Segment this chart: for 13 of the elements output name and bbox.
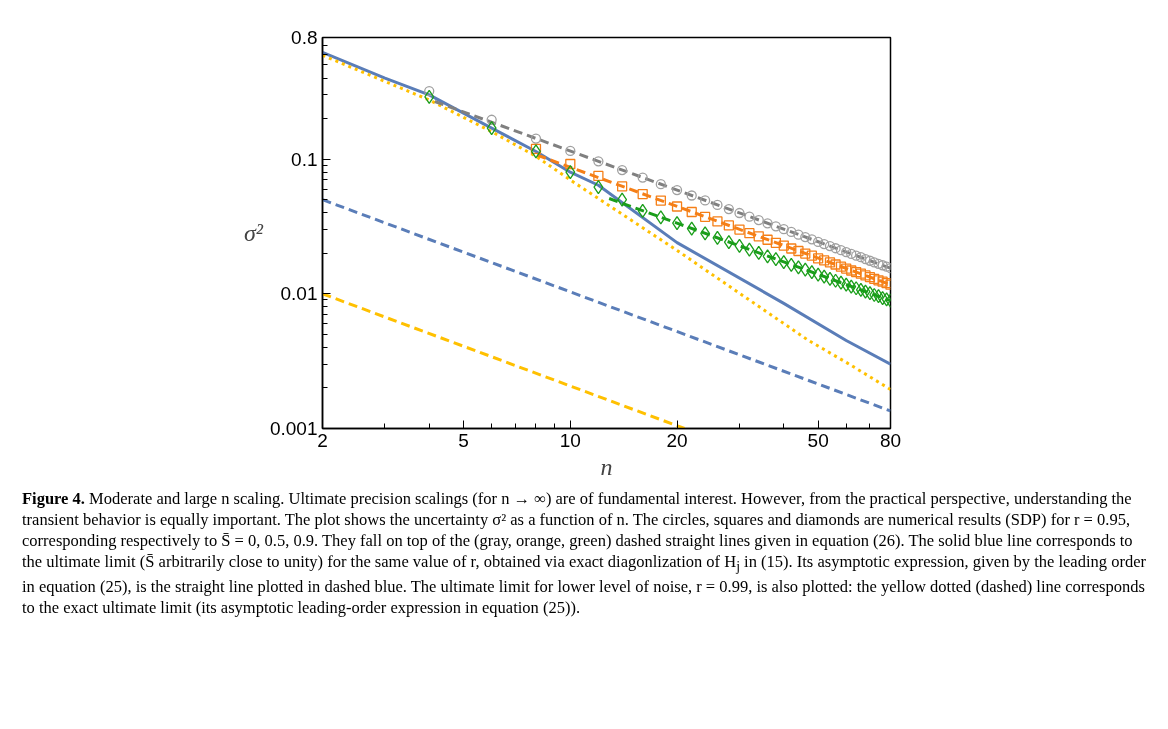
y-tick-label: 0.8: [291, 27, 318, 48]
x-tick-label: 10: [559, 429, 581, 451]
text: Figure 4. Moderate and large n scaling. Ultimate precision scalings (for n → ∞) are of fundamental interest. However, from the practical perspective, understanding the transient behavior is equally important. The plot shows the uncertainty σ² as a function of n. The circles, squares and diamonds are numerical results (SDP) for r = 0.95, corresponding respectively to S̄ = 0, 0.5, 0.9. They fall on top of the (gray, orange, green) dashed straight lines given in equation (26). The solid blue line corresponds to the ultimate limit (S̄ arbitrarily close to unity) for the same value of r, obtained via exact diagonlization of H$_{j}$ in (15). Its asymptotic expression, given by the leading order in equation (25), is the straight line plotted in dashed blue. The ultimate limit for lower level of noise, r = 0.99, is also plotted: the yellow dotted (dashed) line corresponds to the exact ultimate limit (its asymptotic leading-order expression in equation (25)).: [22, 489, 1146, 618]
y-tick-label: 0.001: [269, 418, 318, 439]
y-axis-title: σ²: [243, 220, 264, 246]
x-tick-label: 2: [317, 429, 328, 451]
x-tick-label: 20: [666, 429, 688, 451]
y-tick-label: 0.1: [291, 148, 318, 170]
x-axis-title: n: [600, 453, 613, 480]
x-tick-label: 50: [807, 429, 829, 451]
x-tick-label: 5: [458, 429, 469, 451]
x-tick-label: 80: [879, 429, 902, 451]
y-tick-label: 0.01: [280, 283, 318, 305]
